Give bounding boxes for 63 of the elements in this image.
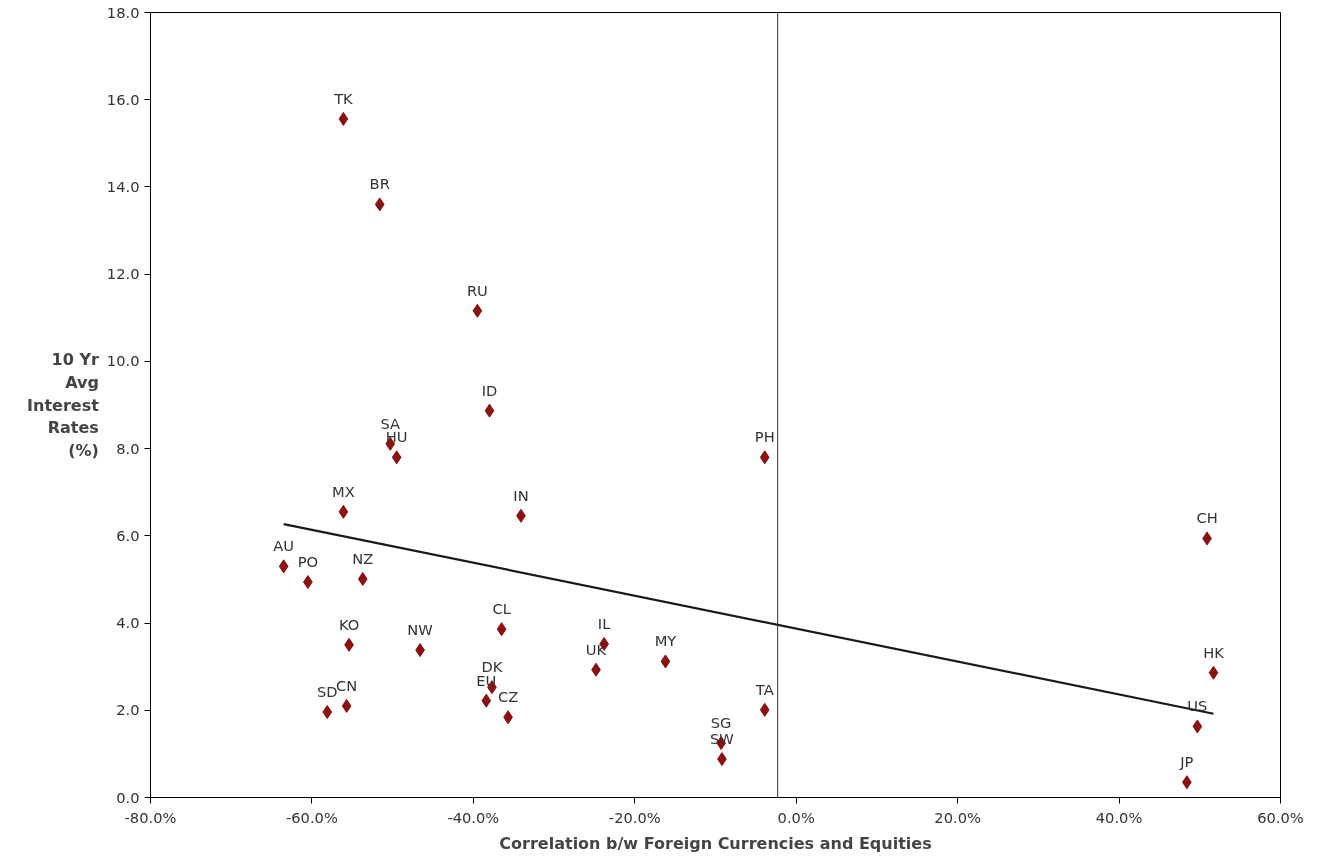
y-tick-label: 0.0 xyxy=(116,788,140,806)
annotation: KO xyxy=(338,615,360,633)
annotation: SW xyxy=(710,730,735,748)
x-tick-label: -40.0% xyxy=(447,808,500,826)
x-tick-label: -20.0% xyxy=(608,808,661,826)
point xyxy=(322,705,333,720)
annotation: HK xyxy=(1203,643,1225,661)
point xyxy=(496,622,507,637)
y-tick-label: 16.0 xyxy=(106,90,140,108)
y-axis-title: 10 Yr Avg Interest Rates (%) xyxy=(27,349,100,461)
point xyxy=(1208,665,1219,680)
annotation: AU xyxy=(273,537,295,555)
annotation: JP xyxy=(1179,753,1194,771)
point xyxy=(1192,719,1203,734)
annotation: US xyxy=(1187,697,1208,715)
annotation: RU xyxy=(466,281,488,299)
point xyxy=(338,504,349,519)
annotation: CL xyxy=(492,600,512,618)
y-tick-label: 4.0 xyxy=(116,614,140,632)
point xyxy=(660,654,671,669)
point xyxy=(374,197,385,212)
annotation: SG xyxy=(710,713,732,731)
point xyxy=(391,450,402,465)
annotation: PH xyxy=(754,428,775,446)
annotation: UK xyxy=(585,640,607,658)
annotation: PO xyxy=(297,553,319,571)
annotation: MX xyxy=(332,482,355,500)
annotation: IN xyxy=(513,486,529,504)
x-tick-label: 0.0% xyxy=(777,808,815,826)
y-tick-label: 2.0 xyxy=(116,701,140,719)
annotation: IL xyxy=(597,614,612,632)
annotation: CH xyxy=(1196,509,1218,527)
y-tick-label: 14.0 xyxy=(106,177,140,195)
point xyxy=(481,693,492,708)
annotation: CN xyxy=(336,676,358,694)
annotation: TK xyxy=(333,89,354,107)
x-tick-label: 20.0% xyxy=(934,808,981,826)
x-tick-label: -60.0% xyxy=(286,808,338,826)
point xyxy=(759,450,770,465)
point xyxy=(341,698,352,713)
annotation: TA xyxy=(754,680,774,698)
annotation: NW xyxy=(407,621,434,639)
point xyxy=(472,303,483,318)
x-tick-label: -80.0% xyxy=(124,808,177,826)
annotation: SD xyxy=(316,683,338,701)
y-tick-label: 8.0 xyxy=(116,439,140,457)
y-tick-label: 10.0 xyxy=(106,352,140,370)
annotation: BR xyxy=(369,175,390,193)
y-tick-label: 18.0 xyxy=(106,3,140,21)
point xyxy=(759,702,770,717)
y-tick-label: 6.0 xyxy=(116,526,140,544)
annotation: CZ xyxy=(497,688,519,706)
point xyxy=(338,111,349,126)
point xyxy=(278,559,289,574)
y-tick-label: 12.0 xyxy=(106,265,140,283)
annotation: ID xyxy=(481,381,498,399)
annotation: NZ xyxy=(352,550,374,568)
point xyxy=(484,403,495,418)
annotation: MY xyxy=(654,632,677,650)
x-tick-label: 40.0% xyxy=(1095,808,1143,826)
point xyxy=(357,572,368,587)
x-axis-title: Correlation b/w Foreign Currencies and Equities xyxy=(499,833,932,853)
x-tick-label: 60.0% xyxy=(1257,808,1304,826)
